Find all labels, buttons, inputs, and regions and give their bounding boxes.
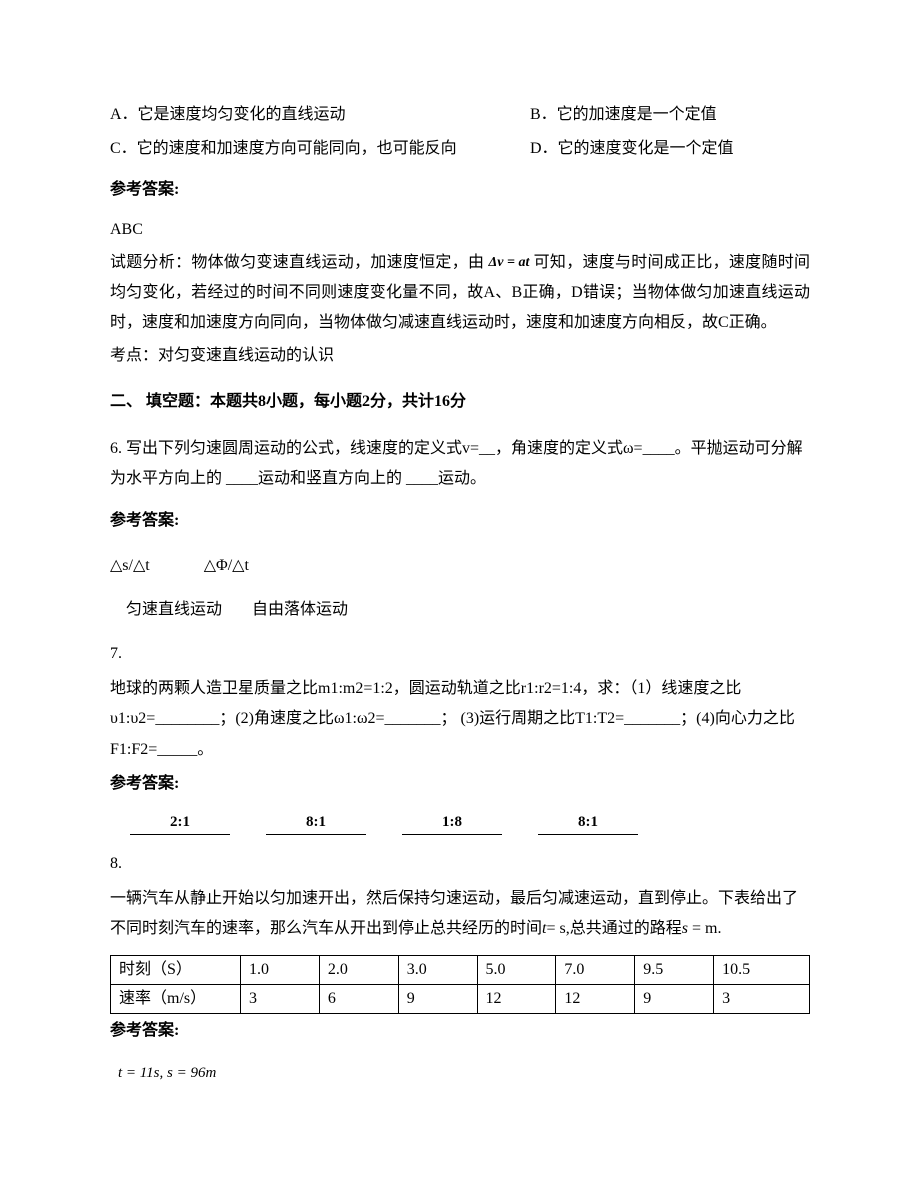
q7-ans-4: 8:1 [538, 813, 638, 835]
q6-stem: 6. 写出下列匀速圆周运动的公式，线速度的定义式v=__，角速度的定义式ω=__… [110, 434, 810, 495]
table-row: 速率（m/s） 3 6 9 12 12 9 3 [111, 984, 810, 1013]
table-cell: 5.0 [477, 955, 556, 984]
table-cell: 7.0 [556, 955, 635, 984]
q8-num: 8. [110, 849, 810, 879]
analysis-text-1: 试题分析：物体做匀变速直线运动，加速度恒定，由 [110, 254, 484, 271]
q7-ans-3: 1:8 [402, 813, 502, 835]
formula-delta-v: Δv = at [489, 250, 530, 277]
option-b: B．它的加速度是一个定值 [530, 100, 810, 130]
q6-ans3: 匀速直线运动 [126, 601, 222, 618]
q7-ans-2: 8:1 [266, 813, 366, 835]
q8-ref-answer-label: 参考答案: [110, 1016, 810, 1046]
table-cell: 2.0 [319, 955, 398, 984]
option-a: A．它是速度均匀变化的直线运动 [110, 100, 530, 130]
q8-data-table: 时刻（S） 1.0 2.0 3.0 5.0 7.0 9.5 10.5 速率（m/… [110, 955, 810, 1015]
table-cell: 1.0 [241, 955, 320, 984]
table-cell: 6 [319, 984, 398, 1013]
option-c: C．它的速度和加速度方向可能同向，也可能反向 [110, 134, 530, 164]
q8-stem: 一辆汽车从静止开始以匀加速开出，然后保持匀速运动，最后匀减速运动，直到停止。下表… [110, 884, 810, 945]
table-cell: 12 [477, 984, 556, 1013]
q7-ans-1: 2:1 [130, 813, 230, 835]
q6-answer-line2: 匀速直线运动 自由落体运动 [110, 595, 810, 625]
q7-answers-row: 2:1 8:1 1:8 8:1 [110, 813, 810, 835]
table-row: 时刻（S） 1.0 2.0 3.0 5.0 7.0 9.5 10.5 [111, 955, 810, 984]
table-cell: 9.5 [635, 955, 714, 984]
q6-ans2: △Φ/△t [204, 557, 249, 574]
table-cell: 3.0 [398, 955, 477, 984]
q7-ref-answer-label: 参考答案: [110, 769, 810, 799]
q5-kaodian: 考点：对匀变速直线运动的认识 [110, 341, 810, 371]
reference-answer-label: 参考答案: [110, 175, 810, 205]
table-cell: 3 [241, 984, 320, 1013]
q8-stem-3: = m. [688, 920, 721, 937]
q5-analysis: 试题分析：物体做匀变速直线运动，加速度恒定，由 Δv = at 可知，速度与时间… [110, 248, 810, 339]
table-cell: 9 [398, 984, 477, 1013]
q8-final-answer: t = 11s, s = 96m [110, 1059, 810, 1088]
table-cell-label: 速率（m/s） [111, 984, 241, 1013]
q8-stem-2: = s,总共通过的路程 [546, 920, 681, 937]
table-cell: 9 [635, 984, 714, 1013]
option-d: D．它的速度变化是一个定值 [530, 134, 810, 164]
table-cell: 12 [556, 984, 635, 1013]
section-2-title: 二、 填空题：本题共8小题，每小题2分，共计16分 [110, 387, 810, 417]
q6-answer-line1: △s/△t △Φ/△t [110, 551, 810, 581]
q6-ref-answer-label: 参考答案: [110, 506, 810, 536]
q7-stem: 地球的两颗人造卫星质量之比m1:m2=1:2，圆运动轨道之比r1:r2=1:4，… [110, 674, 810, 765]
table-cell: 10.5 [714, 955, 810, 984]
table-cell-label: 时刻（S） [111, 955, 241, 984]
q6-ans4: 自由落体运动 [252, 601, 348, 618]
q6-ans1: △s/△t [110, 557, 150, 574]
table-cell: 3 [714, 984, 810, 1013]
q7-num: 7. [110, 639, 810, 669]
q5-answer: ABC [110, 215, 810, 245]
